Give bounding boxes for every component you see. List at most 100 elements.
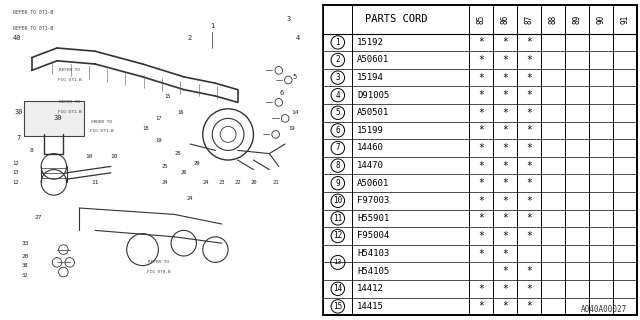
Text: *: * <box>526 284 532 294</box>
Text: H55901: H55901 <box>357 214 390 223</box>
Text: 88: 88 <box>548 15 557 24</box>
Text: 8: 8 <box>30 148 33 153</box>
Text: 7: 7 <box>17 135 21 140</box>
Text: REFER TO: REFER TO <box>59 100 80 104</box>
Text: *: * <box>478 231 484 241</box>
Text: 13: 13 <box>333 260 342 265</box>
Text: *: * <box>478 301 484 311</box>
Text: 13: 13 <box>13 170 19 175</box>
Text: *: * <box>478 143 484 153</box>
Text: PARTS CORD: PARTS CORD <box>365 14 428 24</box>
Text: H54105: H54105 <box>357 267 390 276</box>
Text: 7: 7 <box>335 143 340 153</box>
Text: 1: 1 <box>335 38 340 47</box>
Text: 32: 32 <box>22 273 29 278</box>
Text: *: * <box>478 125 484 135</box>
Text: 3: 3 <box>335 73 340 82</box>
Text: 19: 19 <box>288 125 294 131</box>
Text: 91: 91 <box>620 15 629 24</box>
Text: 22: 22 <box>234 180 241 185</box>
Text: 87: 87 <box>524 15 533 24</box>
Text: REFER TO 071-B: REFER TO 071-B <box>13 26 53 31</box>
Text: *: * <box>502 196 508 206</box>
Text: 6: 6 <box>280 90 284 96</box>
Text: 11: 11 <box>333 214 342 223</box>
Text: 4: 4 <box>296 36 300 41</box>
Text: *: * <box>502 73 508 83</box>
Text: 5: 5 <box>335 108 340 117</box>
Text: 29: 29 <box>193 161 200 166</box>
Text: *: * <box>502 125 508 135</box>
Text: 12: 12 <box>13 161 19 166</box>
Text: A040A00027: A040A00027 <box>581 305 627 314</box>
Text: 26: 26 <box>180 170 187 175</box>
Text: 86: 86 <box>500 15 509 24</box>
Text: 10: 10 <box>333 196 342 205</box>
Text: *: * <box>478 55 484 65</box>
Text: *: * <box>526 266 532 276</box>
Text: 24: 24 <box>161 180 168 185</box>
Text: *: * <box>526 301 532 311</box>
Text: 14470: 14470 <box>357 161 384 170</box>
Text: 11: 11 <box>92 180 99 185</box>
Text: *: * <box>478 73 484 83</box>
Text: F97003: F97003 <box>357 196 390 205</box>
Text: *: * <box>502 143 508 153</box>
Text: *: * <box>502 249 508 259</box>
Text: 30: 30 <box>54 116 62 121</box>
Text: *: * <box>502 266 508 276</box>
Text: 18: 18 <box>143 125 149 131</box>
Text: 12: 12 <box>13 180 19 185</box>
Text: 1: 1 <box>210 23 214 28</box>
Text: 15194: 15194 <box>357 73 384 82</box>
Text: *: * <box>478 90 484 100</box>
Text: 12: 12 <box>333 231 342 241</box>
Text: 9: 9 <box>335 179 340 188</box>
Text: 14: 14 <box>333 284 342 293</box>
Text: *: * <box>502 213 508 223</box>
Text: 19: 19 <box>155 138 162 143</box>
Text: 10: 10 <box>85 154 92 159</box>
Text: 90: 90 <box>596 15 605 24</box>
Text: *: * <box>502 231 508 241</box>
Text: 15192: 15192 <box>357 38 384 47</box>
Text: 38: 38 <box>22 263 29 268</box>
Text: 40: 40 <box>13 36 21 41</box>
Text: *: * <box>502 301 508 311</box>
Text: *: * <box>526 213 532 223</box>
Text: REFER TO: REFER TO <box>148 260 169 264</box>
Text: *: * <box>478 213 484 223</box>
Text: *: * <box>502 37 508 47</box>
Text: *: * <box>478 249 484 259</box>
Text: 5: 5 <box>292 74 297 80</box>
Text: FIG 070-B: FIG 070-B <box>147 270 170 274</box>
Text: 33: 33 <box>22 241 29 246</box>
Text: *: * <box>502 90 508 100</box>
Text: 4: 4 <box>335 91 340 100</box>
Text: 14412: 14412 <box>357 284 384 293</box>
Text: 10: 10 <box>110 154 118 159</box>
Text: 24: 24 <box>187 196 193 201</box>
Text: 21: 21 <box>273 180 279 185</box>
Text: 2: 2 <box>335 55 340 65</box>
Text: A50601: A50601 <box>357 179 390 188</box>
Text: 85: 85 <box>476 15 485 24</box>
Text: *: * <box>502 161 508 171</box>
FancyBboxPatch shape <box>24 101 84 136</box>
Text: A50501: A50501 <box>357 108 390 117</box>
Text: *: * <box>478 178 484 188</box>
Text: *: * <box>526 55 532 65</box>
Text: 24: 24 <box>203 180 209 185</box>
Text: A50601: A50601 <box>357 55 390 65</box>
Text: 30: 30 <box>15 109 23 115</box>
Text: *: * <box>526 178 532 188</box>
Text: *: * <box>478 196 484 206</box>
Text: *: * <box>502 55 508 65</box>
Text: *: * <box>526 161 532 171</box>
Text: *: * <box>526 143 532 153</box>
Text: 6: 6 <box>335 126 340 135</box>
Text: 14460: 14460 <box>357 143 384 153</box>
Text: 27: 27 <box>35 215 42 220</box>
Text: *: * <box>526 125 532 135</box>
Text: *: * <box>502 284 508 294</box>
